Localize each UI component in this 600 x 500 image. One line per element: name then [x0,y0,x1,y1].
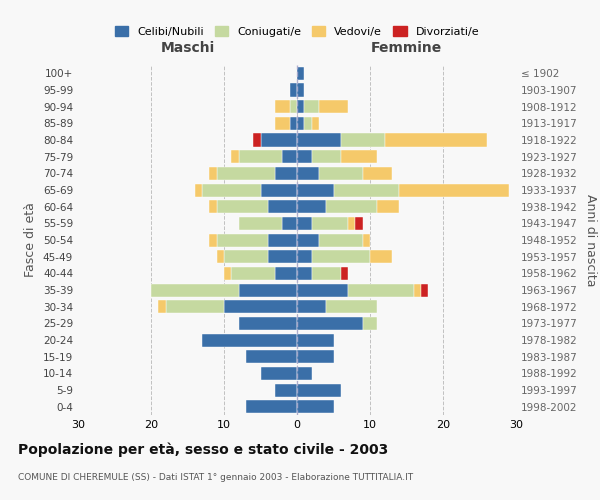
Bar [311,267,341,280]
Text: Maschi: Maschi [160,41,215,55]
Bar [217,200,268,213]
Bar [326,300,377,313]
Bar [209,200,217,213]
Bar [275,384,297,396]
Bar [355,217,362,230]
Bar [283,217,297,230]
Bar [202,334,297,346]
Text: Popolazione per età, sesso e stato civile - 2003: Popolazione per età, sesso e stato civil… [18,442,388,457]
Bar [370,250,392,263]
Y-axis label: Fasce di età: Fasce di età [25,202,37,278]
Bar [158,300,166,313]
Bar [195,184,202,196]
Bar [275,100,290,113]
Bar [414,284,421,296]
Bar [319,100,348,113]
Bar [297,367,311,380]
Bar [421,284,428,296]
Bar [275,267,297,280]
Bar [297,350,334,363]
Bar [362,317,377,330]
Bar [341,150,377,163]
Bar [217,167,275,180]
Bar [224,267,232,280]
Text: COMUNE DI CHEREMULE (SS) - Dati ISTAT 1° gennaio 2003 - Elaborazione TUTTITALIA.: COMUNE DI CHEREMULE (SS) - Dati ISTAT 1°… [18,472,413,482]
Bar [311,117,319,130]
Bar [151,284,239,296]
Bar [304,100,319,113]
Bar [341,134,385,146]
Bar [297,150,311,163]
Bar [311,250,370,263]
Bar [239,217,283,230]
Legend: Celibi/Nubili, Coniugati/e, Vedovi/e, Divorziati/e: Celibi/Nubili, Coniugati/e, Vedovi/e, Di… [110,22,484,41]
Bar [268,200,297,213]
Bar [239,284,297,296]
Bar [217,250,224,263]
Bar [224,300,297,313]
Bar [290,100,297,113]
Bar [297,217,311,230]
Bar [275,167,297,180]
Bar [319,234,362,246]
Bar [268,250,297,263]
Bar [297,100,304,113]
Bar [297,234,319,246]
Bar [297,384,341,396]
Bar [399,184,509,196]
Bar [297,200,326,213]
Bar [341,267,348,280]
Bar [260,367,297,380]
Bar [246,400,297,413]
Bar [297,67,304,80]
Bar [348,284,414,296]
Bar [232,267,275,280]
Bar [297,284,348,296]
Bar [297,317,362,330]
Bar [319,167,362,180]
Bar [275,117,290,130]
Bar [326,200,377,213]
Bar [239,317,297,330]
Bar [385,134,487,146]
Bar [297,84,304,96]
Y-axis label: Anni di nascita: Anni di nascita [584,194,597,286]
Bar [290,84,297,96]
Bar [297,184,334,196]
Bar [362,234,370,246]
Bar [297,250,311,263]
Bar [217,234,268,246]
Bar [209,167,217,180]
Bar [348,217,355,230]
Text: Femmine: Femmine [371,41,442,55]
Bar [297,167,319,180]
Bar [239,150,283,163]
Bar [290,117,297,130]
Bar [304,117,311,130]
Bar [297,300,326,313]
Bar [283,150,297,163]
Bar [166,300,224,313]
Bar [260,134,297,146]
Bar [268,234,297,246]
Bar [334,184,399,196]
Bar [209,234,217,246]
Bar [362,167,392,180]
Bar [311,217,348,230]
Bar [377,200,399,213]
Bar [297,267,311,280]
Bar [253,134,260,146]
Bar [246,350,297,363]
Bar [297,117,304,130]
Bar [311,150,341,163]
Bar [202,184,260,196]
Bar [224,250,268,263]
Bar [297,334,334,346]
Bar [297,134,341,146]
Bar [232,150,239,163]
Bar [297,400,334,413]
Bar [260,184,297,196]
